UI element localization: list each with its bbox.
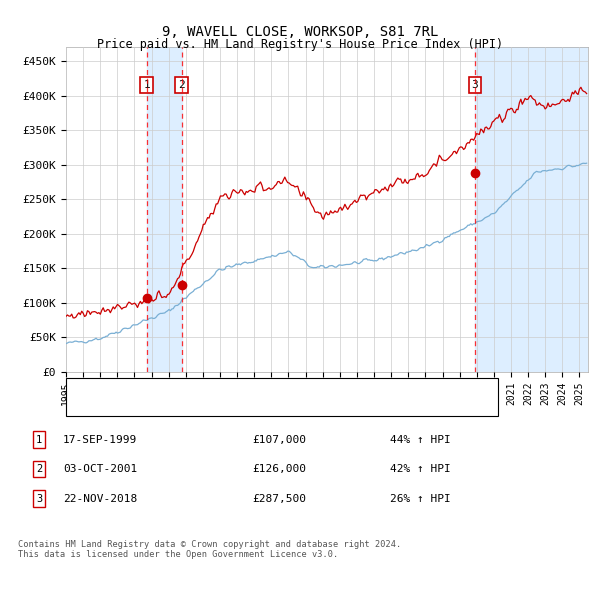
Text: 2: 2 (178, 80, 185, 90)
Text: —: — (75, 397, 92, 415)
Text: 03-OCT-2001: 03-OCT-2001 (63, 464, 137, 474)
Text: 9, WAVELL CLOSE, WORKSOP, S81 7RL: 9, WAVELL CLOSE, WORKSOP, S81 7RL (162, 25, 438, 40)
Text: 1: 1 (36, 435, 42, 444)
Text: —: — (75, 379, 92, 397)
Text: 2: 2 (36, 464, 42, 474)
Text: 17-SEP-1999: 17-SEP-1999 (63, 435, 137, 444)
Text: 9, WAVELL CLOSE, WORKSOP, S81 7RL (detached house): 9, WAVELL CLOSE, WORKSOP, S81 7RL (detac… (93, 384, 387, 394)
Text: 3: 3 (472, 80, 478, 90)
Text: Price paid vs. HM Land Registry's House Price Index (HPI): Price paid vs. HM Land Registry's House … (97, 38, 503, 51)
Text: HPI: Average price, detached house, Bassetlaw: HPI: Average price, detached house, Bass… (93, 401, 358, 411)
Text: 42% ↑ HPI: 42% ↑ HPI (390, 464, 451, 474)
Text: 44% ↑ HPI: 44% ↑ HPI (390, 435, 451, 444)
Text: 3: 3 (36, 494, 42, 503)
Text: £107,000: £107,000 (252, 435, 306, 444)
Text: 22-NOV-2018: 22-NOV-2018 (63, 494, 137, 503)
Bar (146, 47, 182, 372)
Bar (475, 47, 588, 372)
Text: Contains HM Land Registry data © Crown copyright and database right 2024.
This d: Contains HM Land Registry data © Crown c… (18, 540, 401, 559)
Text: 26% ↑ HPI: 26% ↑ HPI (390, 494, 451, 503)
Text: £287,500: £287,500 (252, 494, 306, 503)
Text: £126,000: £126,000 (252, 464, 306, 474)
Text: 1: 1 (143, 80, 150, 90)
